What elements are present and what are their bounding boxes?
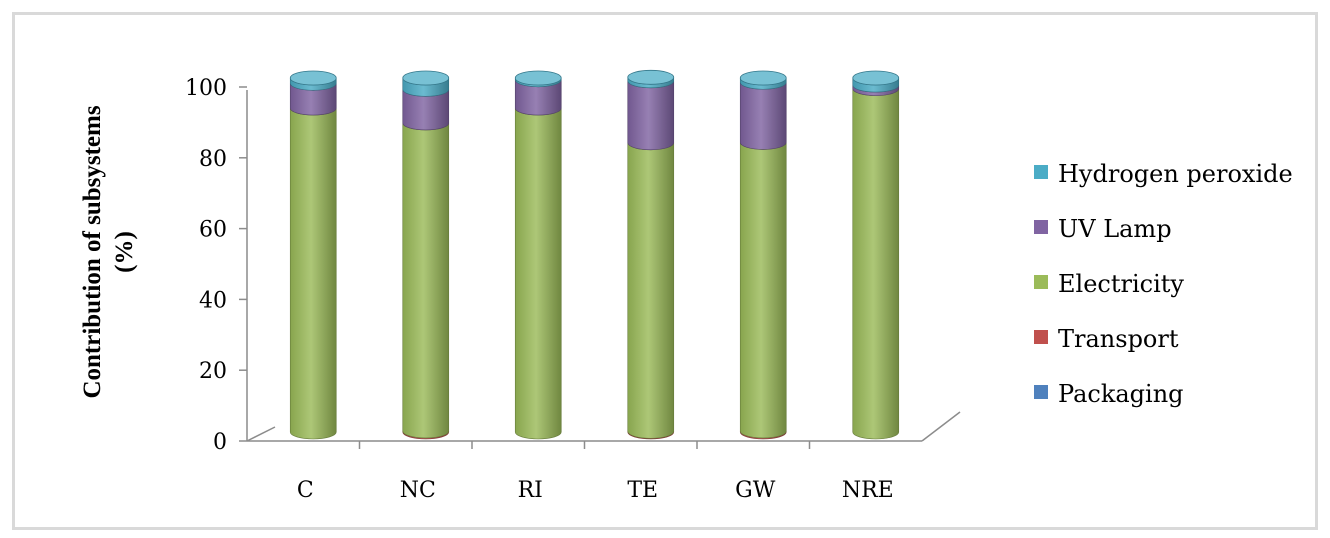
legend-swatch [1034, 385, 1048, 399]
bar-segment-uv-lamp [627, 80, 675, 151]
legend-swatch [1034, 275, 1048, 289]
legend-label: Hydrogen peroxide [1058, 160, 1293, 188]
bar-segment-electricity [289, 108, 337, 440]
legend-swatch [1034, 165, 1048, 179]
y-tick-label: 0 [213, 430, 227, 455]
x-category-label: RI [518, 478, 543, 503]
y-tick-label: 60 [199, 218, 227, 243]
bar-segment-uv-lamp [739, 82, 787, 150]
bar-top-cap [402, 70, 450, 86]
legend-swatch [1034, 330, 1048, 344]
axes-layer [239, 86, 961, 449]
labels-layer: 0 20 40 60 80 100 Contribution of subsystems (%… [79, 76, 894, 503]
bar-top-cap [514, 70, 562, 86]
x-category-label: NC [400, 478, 436, 503]
x-category-label: TE [627, 478, 658, 503]
bar-segment-electricity [514, 108, 562, 440]
legend-label: Packaging [1058, 380, 1184, 408]
bar-top-cap [852, 70, 900, 86]
floor-right-edge [921, 411, 961, 442]
y-tick-label: 100 [185, 76, 227, 101]
bar-segment-electricity [852, 88, 900, 440]
bars-layer [289, 69, 900, 440]
y-tick-label: 80 [199, 147, 227, 172]
legend-label: Transport [1058, 325, 1179, 353]
y-axis-title: Contribution of subsystems (%) [79, 105, 138, 398]
y-axis-title-line: Contribution of subsystems [79, 105, 106, 398]
y-axis-title-line: (%) [111, 231, 138, 273]
bar-segment-electricity [739, 142, 787, 439]
bar-top-cap [289, 70, 337, 86]
legend-label: UV Lamp [1058, 215, 1172, 243]
bar-segment-electricity [627, 142, 675, 439]
x-category-label: NRE [842, 478, 894, 503]
legend-label: Electricity [1058, 270, 1184, 298]
x-category-label: C [297, 478, 314, 503]
x-category-label: GW [735, 478, 776, 503]
floor-left-edge [246, 426, 276, 442]
y-tick-label: 20 [199, 359, 227, 384]
bar-top-cap [739, 70, 787, 86]
y-tick-label: 40 [199, 288, 227, 313]
legend-layer: Hydrogen peroxide UV Lamp Electricity Trans… [1034, 160, 1293, 408]
bar-top-cap [627, 69, 675, 85]
legend-swatch [1034, 220, 1048, 234]
bar-segment-electricity [402, 122, 450, 439]
